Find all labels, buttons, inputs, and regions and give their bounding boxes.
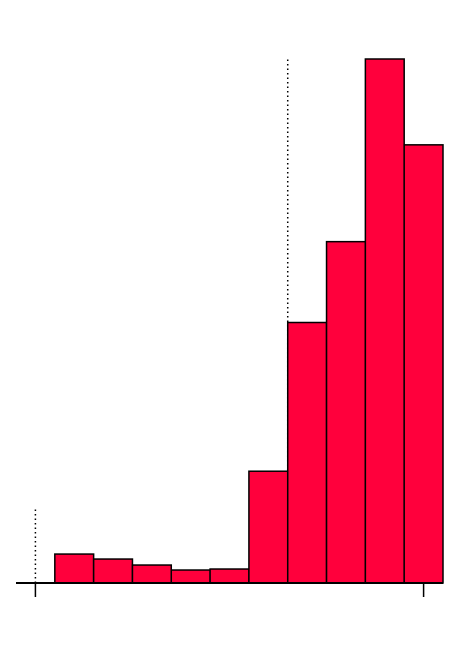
bar-5 [209,568,250,584]
bar-10 [403,144,444,584]
bar-7 [286,321,328,584]
bar-3 [131,564,173,584]
bar-1 [54,553,95,584]
bar-9 [364,58,405,584]
bar-4 [170,569,211,584]
histogram-bars [54,58,444,584]
reference-lines [34,59,289,583]
x-axis [16,582,443,597]
bar-2 [92,558,134,584]
bar-8 [325,240,367,584]
bar-6 [248,470,289,584]
